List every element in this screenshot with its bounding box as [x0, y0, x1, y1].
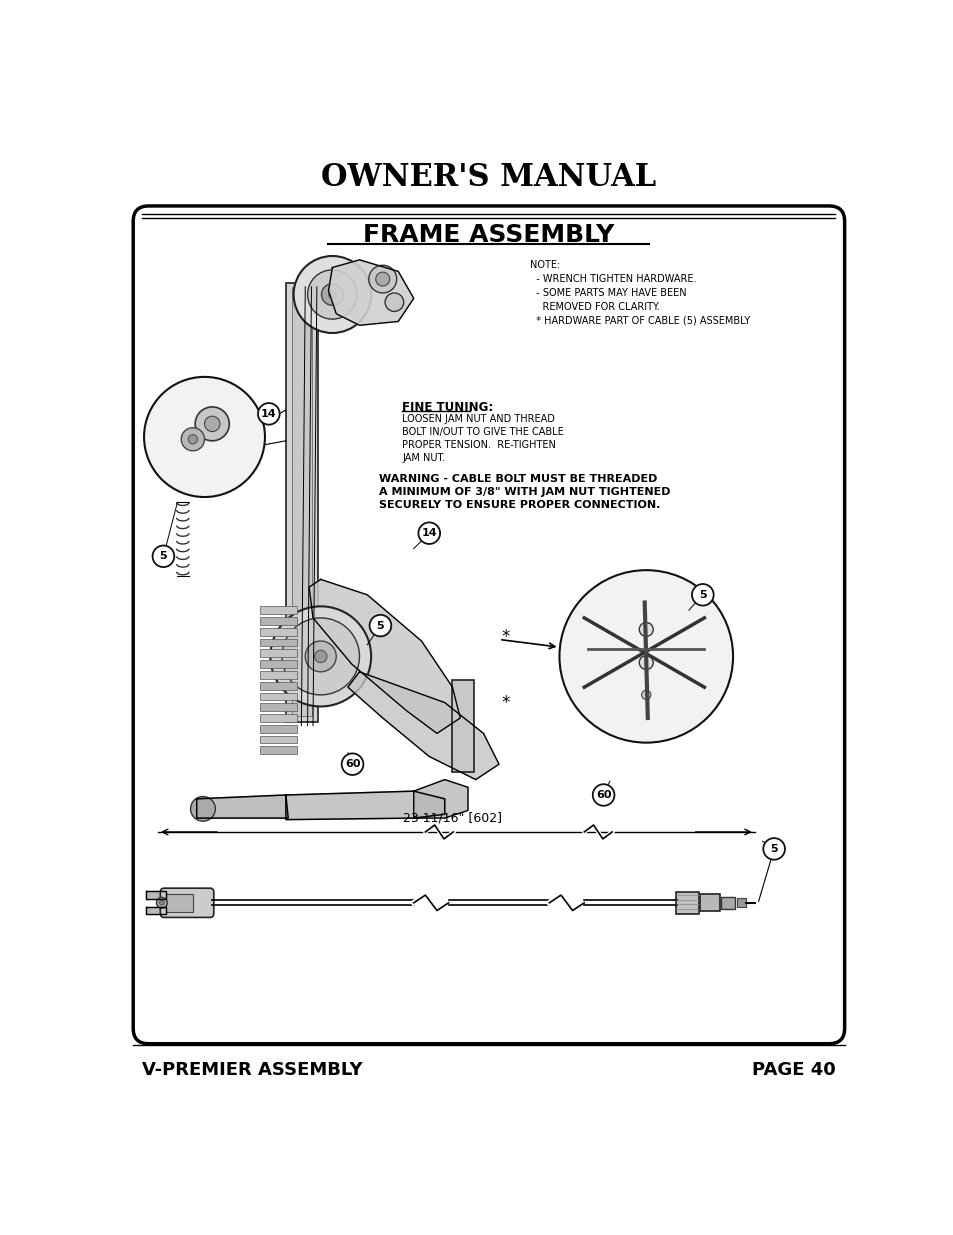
- Polygon shape: [146, 892, 166, 899]
- Circle shape: [639, 622, 653, 636]
- FancyBboxPatch shape: [720, 897, 735, 909]
- Circle shape: [762, 839, 784, 860]
- FancyBboxPatch shape: [260, 746, 297, 755]
- Circle shape: [592, 784, 614, 805]
- FancyBboxPatch shape: [260, 704, 297, 711]
- Text: 14: 14: [421, 529, 436, 538]
- Text: FINE TUNING:: FINE TUNING:: [402, 401, 493, 414]
- FancyBboxPatch shape: [452, 679, 474, 772]
- FancyBboxPatch shape: [700, 894, 720, 911]
- Circle shape: [639, 656, 653, 669]
- Circle shape: [294, 256, 371, 333]
- Text: 14: 14: [261, 409, 276, 419]
- FancyBboxPatch shape: [292, 287, 312, 716]
- Polygon shape: [309, 579, 459, 734]
- Circle shape: [321, 284, 343, 305]
- FancyBboxPatch shape: [166, 894, 193, 911]
- FancyBboxPatch shape: [286, 283, 318, 721]
- Circle shape: [375, 272, 390, 287]
- FancyBboxPatch shape: [675, 892, 699, 914]
- FancyBboxPatch shape: [260, 725, 297, 732]
- Text: WARNING - CABLE BOLT MUST BE THREADED
A MINIMUM OF 3/8" WITH JAM NUT TIGHTENED
S: WARNING - CABLE BOLT MUST BE THREADED A …: [378, 474, 670, 510]
- FancyBboxPatch shape: [260, 650, 297, 657]
- Circle shape: [152, 546, 174, 567]
- Circle shape: [418, 522, 439, 543]
- FancyBboxPatch shape: [260, 618, 297, 625]
- FancyBboxPatch shape: [260, 638, 297, 646]
- Text: 5: 5: [376, 621, 384, 631]
- Text: *: *: [500, 629, 509, 646]
- Circle shape: [641, 690, 650, 699]
- FancyBboxPatch shape: [260, 714, 297, 721]
- Polygon shape: [146, 906, 166, 914]
- Text: 5: 5: [699, 590, 706, 600]
- Circle shape: [691, 584, 713, 605]
- FancyBboxPatch shape: [736, 898, 745, 908]
- Text: V-PREMIER ASSEMBLY: V-PREMIER ASSEMBLY: [142, 1061, 363, 1079]
- FancyBboxPatch shape: [260, 682, 297, 689]
- Polygon shape: [286, 792, 444, 820]
- Text: FRAME ASSEMBLY: FRAME ASSEMBLY: [363, 224, 614, 247]
- Circle shape: [270, 606, 371, 706]
- Circle shape: [307, 270, 356, 319]
- Polygon shape: [414, 779, 468, 818]
- Text: LOOSEN JAM NUT AND THREAD
BOLT IN/OUT TO GIVE THE CABLE
PROPER TENSION.  RE-TIGH: LOOSEN JAM NUT AND THREAD BOLT IN/OUT TO…: [402, 414, 563, 463]
- Circle shape: [144, 377, 265, 496]
- Text: 23 11/16" [602]: 23 11/16" [602]: [402, 811, 501, 824]
- Circle shape: [257, 403, 279, 425]
- FancyBboxPatch shape: [160, 888, 213, 918]
- Text: PAGE 40: PAGE 40: [751, 1061, 835, 1079]
- Circle shape: [314, 651, 327, 662]
- Circle shape: [558, 571, 732, 742]
- Circle shape: [369, 266, 396, 293]
- FancyBboxPatch shape: [260, 661, 297, 668]
- Circle shape: [159, 900, 164, 905]
- Circle shape: [156, 898, 167, 908]
- Circle shape: [204, 416, 220, 431]
- Text: 60: 60: [596, 790, 611, 800]
- Circle shape: [195, 406, 229, 441]
- Circle shape: [191, 797, 215, 821]
- FancyBboxPatch shape: [260, 606, 297, 614]
- FancyBboxPatch shape: [260, 736, 297, 743]
- Circle shape: [282, 618, 359, 695]
- Polygon shape: [328, 259, 414, 325]
- Circle shape: [305, 641, 335, 672]
- Polygon shape: [348, 672, 498, 779]
- FancyBboxPatch shape: [260, 627, 297, 636]
- Text: *: *: [500, 694, 509, 711]
- Text: OWNER'S MANUAL: OWNER'S MANUAL: [321, 162, 656, 193]
- FancyBboxPatch shape: [260, 671, 297, 679]
- Polygon shape: [196, 795, 288, 818]
- Text: NOTE:
  - WRENCH TIGHTEN HARDWARE.
  - SOME PARTS MAY HAVE BEEN
    REMOVED FOR : NOTE: - WRENCH TIGHTEN HARDWARE. - SOME …: [530, 259, 749, 326]
- Text: 60: 60: [344, 760, 360, 769]
- Circle shape: [385, 293, 403, 311]
- Text: 5: 5: [159, 551, 167, 561]
- Text: 5: 5: [769, 844, 777, 853]
- FancyBboxPatch shape: [260, 693, 297, 700]
- Circle shape: [181, 427, 204, 451]
- Circle shape: [369, 615, 391, 636]
- Circle shape: [328, 290, 335, 299]
- Circle shape: [188, 435, 197, 443]
- Circle shape: [341, 753, 363, 776]
